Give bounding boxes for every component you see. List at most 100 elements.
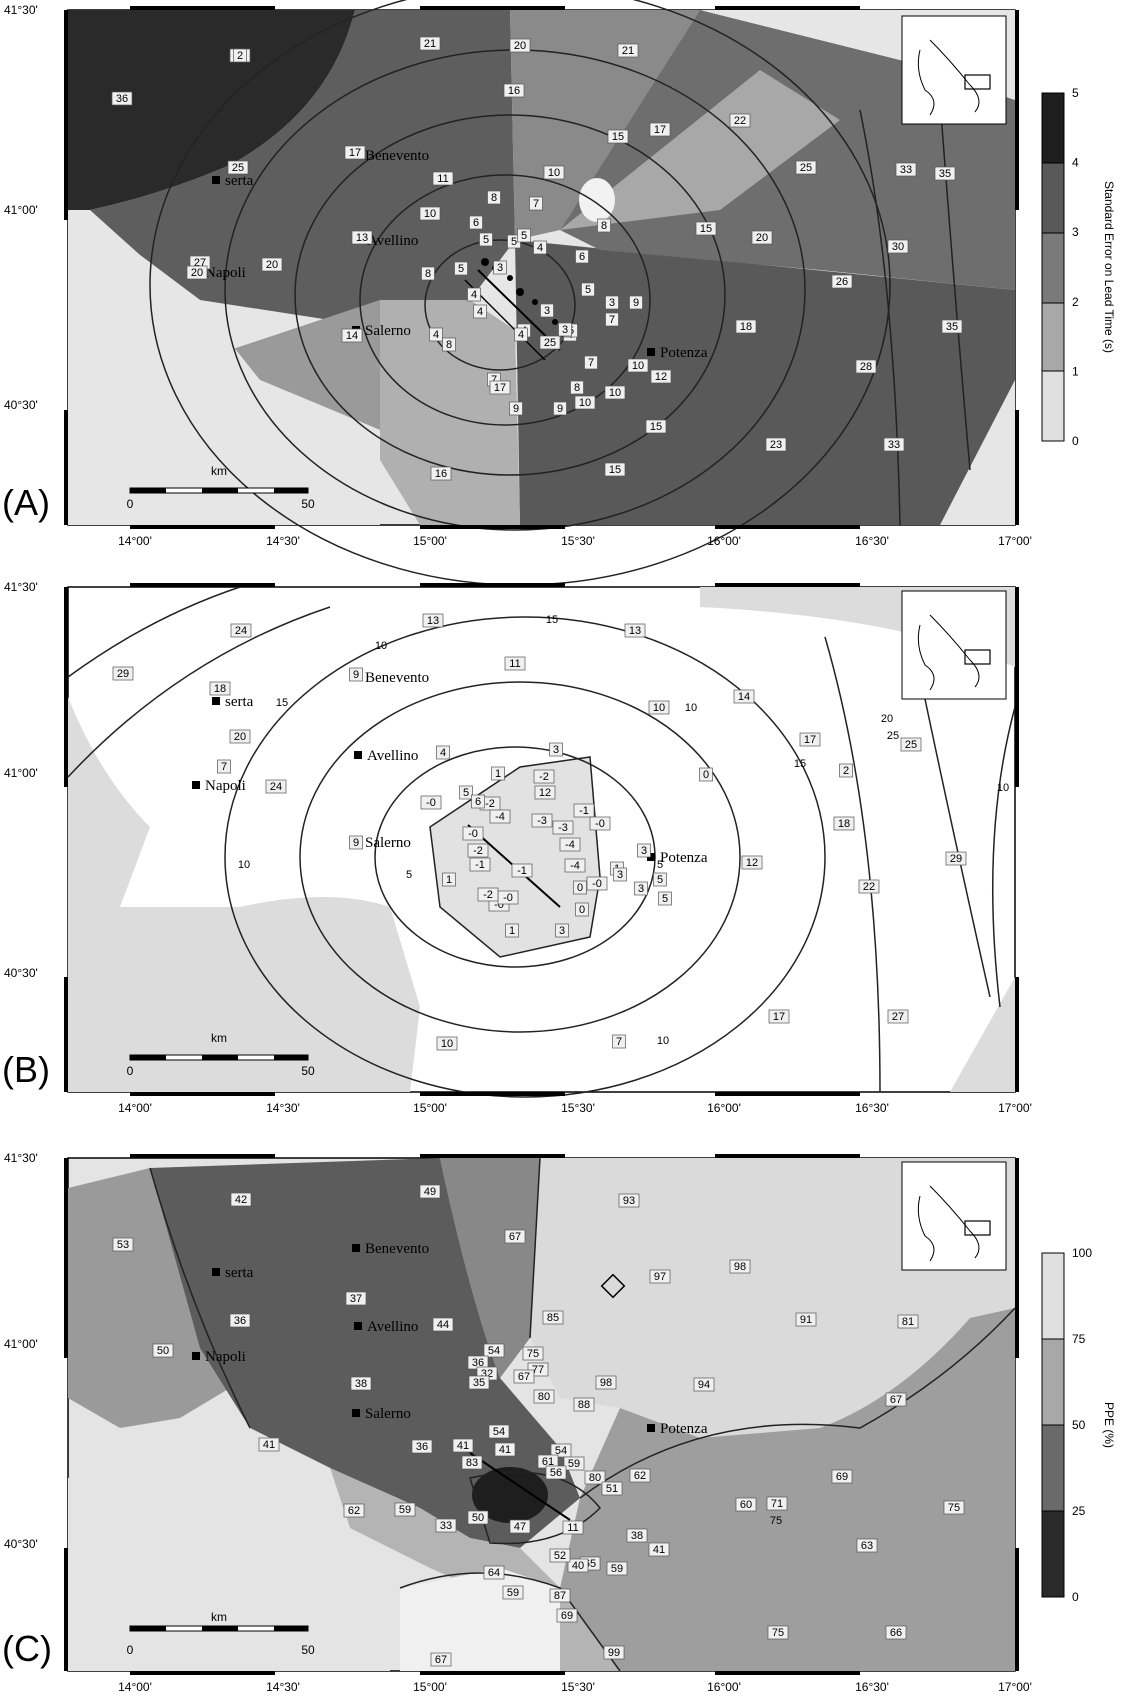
- sea-south: [68, 330, 380, 525]
- colorbar-tick: 5: [1072, 86, 1079, 100]
- value-label-box: [556, 1608, 578, 1623]
- value-label-box: [111, 91, 133, 106]
- value-label: 22: [734, 115, 746, 127]
- contour-ppe: [469, 1471, 602, 1545]
- value-label-box: [555, 923, 569, 938]
- value-label: 54: [555, 1445, 567, 1457]
- value-label-box: [658, 891, 672, 906]
- lon-label: 14°00': [118, 1101, 152, 1115]
- value-label-box: [467, 287, 481, 302]
- value-label-box: [505, 923, 519, 938]
- city-label-avellino: Avellino: [367, 233, 418, 249]
- zone-very-high: [68, 10, 355, 210]
- value-label: 21: [622, 45, 634, 57]
- value-label: 61: [542, 1456, 554, 1468]
- lon-label: 16°00': [707, 534, 741, 548]
- value-label-box: [589, 816, 611, 831]
- value-label-box: [795, 1312, 817, 1327]
- value-label-box: [432, 171, 454, 186]
- sea-tyrrhenian: [68, 210, 200, 330]
- colorbar-title: PPE (%): [1102, 1402, 1116, 1448]
- value-label-box: [112, 1237, 134, 1252]
- value-label-box: [265, 779, 287, 794]
- colorbar-a: [1041, 92, 1065, 442]
- inset-italy-outline: [917, 39, 980, 116]
- value-label-box: [563, 1456, 585, 1471]
- value-label-box: [233, 48, 247, 63]
- lat-label: 41°30': [4, 3, 38, 17]
- colorbar-title: Standard Error on Lead Time (s): [1102, 181, 1116, 353]
- contour-label: 5: [406, 869, 412, 881]
- value-label-box: [564, 858, 586, 873]
- value-label: 67: [435, 1654, 447, 1666]
- lat-label: 41°00': [4, 1337, 38, 1351]
- value-label-box: [351, 230, 373, 245]
- value-label: 93: [623, 1195, 635, 1207]
- value-label-box: [436, 1036, 458, 1051]
- value-label: 27: [892, 1011, 904, 1023]
- lon-label: 15°30': [561, 1680, 595, 1694]
- value-label-box: [605, 312, 619, 327]
- lon-label: 14°30': [266, 1101, 300, 1115]
- value-label-box: [570, 380, 584, 395]
- value-label-box: [343, 1503, 365, 1518]
- scalebar-unit: km: [211, 464, 227, 478]
- value-label: -0: [468, 828, 478, 840]
- value-label-box: [540, 303, 554, 318]
- value-label: 3: [562, 324, 568, 336]
- value-label: 6: [475, 796, 481, 808]
- value-label: 15: [650, 421, 662, 433]
- value-label: 4: [440, 747, 446, 759]
- value-label: 17: [494, 382, 506, 394]
- value-label-box: [436, 745, 450, 760]
- value-label: 16: [435, 468, 447, 480]
- value-label-box: [504, 656, 526, 671]
- contour-label: 75: [770, 1515, 782, 1527]
- value-label: 5: [521, 230, 527, 242]
- value-label-box: [887, 239, 909, 254]
- value-label-box: [653, 872, 667, 887]
- value-label-box: [442, 872, 456, 887]
- fault-line: [469, 1452, 571, 1521]
- value-label: 1: [446, 874, 452, 886]
- value-label-box: [856, 1538, 878, 1553]
- contour-label: 10: [657, 1035, 669, 1047]
- zone-lowest: [579, 178, 615, 222]
- colorbar-tick: 25: [1072, 1504, 1086, 1518]
- value-label: 13: [427, 615, 439, 627]
- lon-label: 14°30': [266, 534, 300, 548]
- value-label: 18: [214, 683, 226, 695]
- value-label: 62: [634, 1470, 646, 1482]
- value-label-box: [831, 1469, 853, 1484]
- value-label-box: [895, 162, 917, 177]
- city-label-benevento: Benevento: [365, 148, 429, 164]
- city-label-potenza: Potenza: [660, 345, 708, 361]
- value-label-box: [552, 820, 574, 835]
- value-label: 35: [946, 321, 958, 333]
- value-label: 44: [437, 1319, 449, 1331]
- value-label: 10: [609, 387, 621, 399]
- value-label: 50: [472, 1512, 484, 1524]
- value-label: 3: [609, 297, 615, 309]
- value-label: 41: [499, 1444, 511, 1456]
- value-label-box: [411, 1439, 433, 1454]
- contour-label: 25: [887, 730, 899, 742]
- value-label: 9: [633, 297, 639, 309]
- value-label: 59: [507, 1587, 519, 1599]
- value-label-box: [420, 795, 442, 810]
- value-label-box: [553, 401, 567, 416]
- value-label: 42: [235, 1194, 247, 1206]
- value-label: -2: [483, 889, 493, 901]
- value-label: 12: [539, 787, 551, 799]
- contour-label: 10: [685, 702, 697, 714]
- value-label: 7: [533, 198, 539, 210]
- value-label: -2: [485, 798, 495, 810]
- value-label-box: [627, 358, 649, 373]
- value-label-box: [885, 1625, 907, 1640]
- value-label-box: [502, 1585, 524, 1600]
- scalebar-min: 0: [127, 497, 134, 511]
- value-label-box: [603, 1645, 625, 1660]
- value-label-box: [483, 1565, 505, 1580]
- value-label-box: [509, 1519, 531, 1534]
- value-label: 67: [509, 1231, 521, 1243]
